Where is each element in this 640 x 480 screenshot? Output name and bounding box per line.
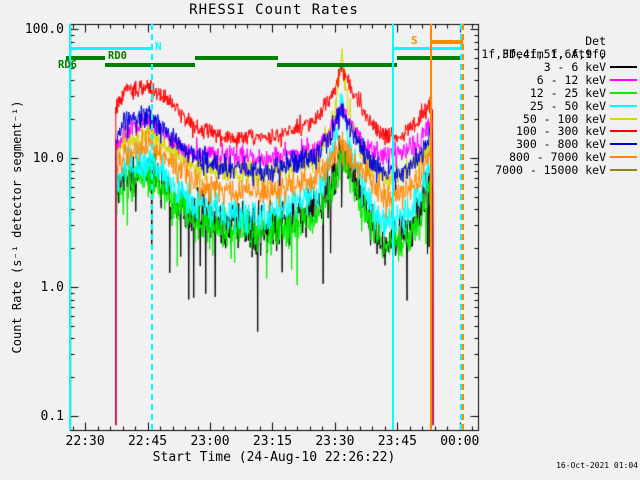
rd0-flag-label: RD0 [108, 50, 127, 62]
legend-row-label: 7000 - 15000 keV [495, 162, 606, 177]
legend-row-label: 100 - 300 keV [515, 124, 606, 139]
legend-rows: 3 - 6 keV 6 - 12 keV 12 - 25 keV 25 - 50 ke… [480, 61, 638, 176]
legend: Det 1f,3f,4f,5f,6f,9f, FDecim 1, Att 0 3… [480, 35, 638, 176]
event-line-solid [429, 24, 432, 430]
event-line-solid [69, 24, 71, 430]
legend-row: 6 - 12 keV [480, 74, 638, 87]
y-tick-label: 1.0 [40, 280, 64, 295]
legend-row: 50 - 100 keV [480, 112, 638, 125]
legend-color-swatch [610, 168, 637, 171]
x-tick-label: 23:30 [315, 434, 355, 449]
y-tick-label: 100.0 [24, 22, 64, 37]
legend-row: 12 - 25 keV [480, 87, 638, 100]
chart-title: RHESSI Count Rates [189, 2, 359, 18]
legend-color-swatch [610, 155, 637, 158]
creation-timestamp: 16-Oct-2021 01:04 [556, 461, 638, 470]
legend-row-label: 800 - 7000 keV [509, 149, 606, 164]
legend-row-label: 6 - 12 keV [536, 73, 606, 88]
legend-row-label: 50 - 100 keV [522, 111, 606, 126]
legend-row-label: 300 - 800 keV [515, 137, 606, 152]
x-tick-label: 23:45 [377, 434, 417, 449]
event-line-dashed [151, 24, 154, 430]
legend-row: 7000 - 15000 keV [480, 163, 638, 176]
legend-color-swatch [610, 117, 637, 120]
legend-row: 25 - 50 keV [480, 99, 638, 112]
x-tick-label: 22:30 [65, 434, 105, 449]
y-axis-label: Count Rate (s⁻¹ detector segment⁻¹) [10, 100, 24, 354]
x-tick-label: 23:00 [190, 434, 230, 449]
x-tick-label: 23:15 [252, 434, 293, 449]
rd6-flag-label: RD6 [58, 59, 77, 71]
south-pass-flag-label: S [411, 34, 418, 47]
n-flag-bar-segment [70, 47, 152, 50]
legend-row: 800 - 7000 keV [480, 151, 638, 164]
n-flag-bar-segment [393, 47, 461, 50]
legend-color-swatch [610, 143, 637, 146]
legend-detectors-line: Det 1f,3f,4f,5f,6f,9f, [481, 34, 606, 61]
event-line-dashed [462, 24, 464, 430]
legend-color-swatch [610, 79, 637, 82]
legend-row: 300 - 800 keV [480, 138, 638, 151]
legend-decim-att-line: FDecim 1, Att 0 [502, 47, 606, 61]
legend-color-swatch [610, 91, 637, 94]
rd6-bar-segment [276, 63, 397, 67]
legend-row-label: 3 - 6 keV [543, 60, 606, 75]
legend-color-swatch [610, 104, 637, 107]
rd0-bar-segment [65, 56, 105, 60]
legend-row-label: 25 - 50 keV [529, 98, 606, 113]
legend-color-swatch [610, 130, 637, 133]
x-tick-label: 00:00 [440, 434, 480, 449]
y-tick-label: 10.0 [32, 151, 64, 166]
legend-row: 100 - 300 keV [480, 125, 638, 138]
event-line-dashed [459, 24, 462, 430]
rd0-bar-segment [194, 56, 279, 60]
event-line-solid [392, 24, 395, 430]
rd6-bar-segment [104, 63, 195, 67]
legend-color-swatch [610, 66, 637, 69]
legend-row-label: 12 - 25 keV [529, 85, 606, 100]
s-flag-bar-segment [430, 40, 463, 44]
y-tick-label: 0.1 [40, 409, 64, 424]
north-pass-flag-label: N [155, 40, 162, 53]
x-axis-label: Start Time (24-Aug-10 22:26:22) [152, 450, 396, 465]
x-tick-label: 22:45 [127, 434, 168, 449]
legend-row: 3 - 6 keV [480, 61, 638, 74]
rd0-bar-segment [396, 56, 463, 60]
